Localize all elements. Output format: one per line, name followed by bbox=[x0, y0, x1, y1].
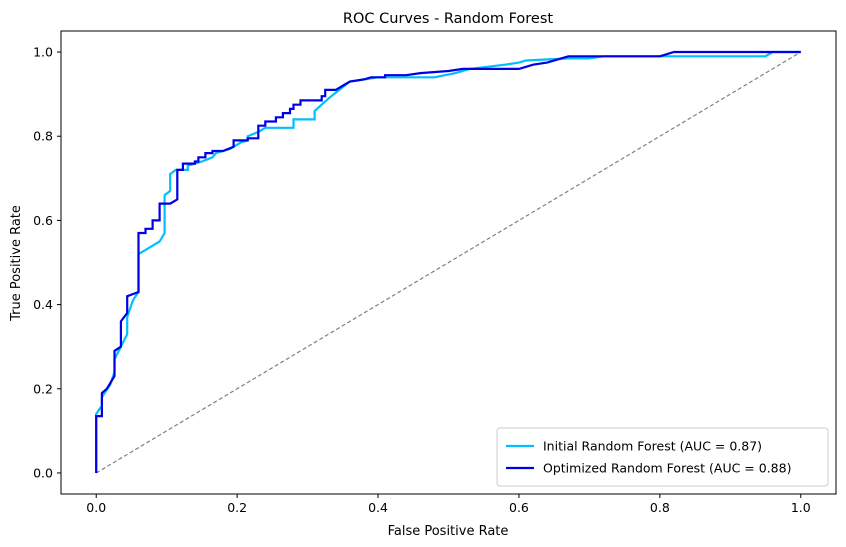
axis-ticks: 0.0 0.2 0.4 0.6 0.8 1.0 0.0 0.2 0.4 0.6 0.8 1.0 bbox=[33, 45, 811, 515]
x-tick-label: 0.2 bbox=[227, 500, 247, 515]
y-tick-label: 0.8 bbox=[33, 129, 53, 144]
x-tick-label: 0.6 bbox=[509, 500, 529, 515]
y-tick-label: 0.2 bbox=[33, 381, 53, 396]
x-tick-label: 0.8 bbox=[650, 500, 670, 515]
legend-box bbox=[496, 427, 829, 487]
series-line-optimized bbox=[95, 50, 801, 473]
legend-label: Initial Random Forest (AUC = 0.87) bbox=[543, 439, 762, 454]
y-axis-label: True Positive Rate bbox=[9, 205, 24, 322]
y-tick-label: 0.6 bbox=[33, 213, 53, 228]
x-tick-label: 0.4 bbox=[368, 500, 388, 515]
plot-area bbox=[60, 30, 837, 495]
legend: Initial Random Forest (AUC = 0.87) Optimi… bbox=[496, 427, 829, 487]
diagonal-reference-line bbox=[95, 51, 802, 474]
y-tick-label: 0.0 bbox=[33, 465, 53, 480]
chart-title: ROC Curves - Random Forest bbox=[343, 11, 553, 27]
x-axis-label: False Positive Rate bbox=[388, 524, 509, 539]
x-tick-label: 0.0 bbox=[86, 500, 106, 515]
y-tick-label: 1.0 bbox=[33, 45, 53, 60]
plot-frame bbox=[60, 30, 837, 495]
x-tick-label: 1.0 bbox=[791, 500, 811, 515]
legend-label: Optimized Random Forest (AUC = 0.88) bbox=[543, 461, 791, 476]
y-tick-label: 0.4 bbox=[33, 297, 53, 312]
